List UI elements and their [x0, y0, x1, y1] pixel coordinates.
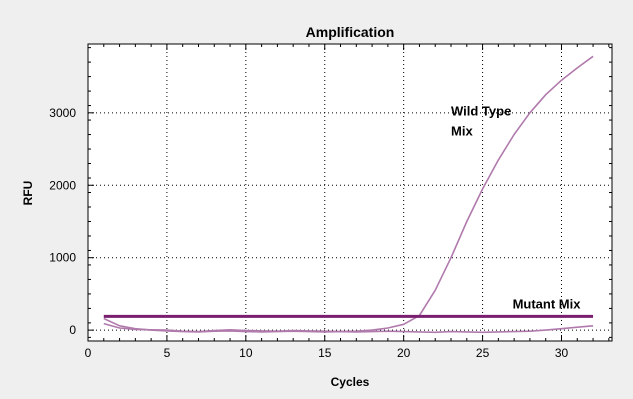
y-axis-label: RFU [21, 181, 35, 206]
x-tick-label: 15 [318, 346, 332, 360]
mutant-label: Mutant Mix [513, 296, 582, 311]
x-tick-label: 10 [239, 346, 253, 360]
grid [88, 44, 612, 341]
series-lines [103, 55, 594, 334]
y-tick-label: 1000 [49, 251, 76, 265]
x-tick-label: 20 [397, 346, 411, 360]
wild-type-label: Wild Type Mix [451, 104, 511, 139]
axis-ticks: 0 5 10 15 20 25 30 0 1000 2000 3000 [49, 44, 612, 360]
plot-area [87, 43, 613, 342]
x-tick-label: 0 [85, 346, 92, 360]
chart-title: Amplification [306, 24, 395, 40]
y-tick-label: 2000 [49, 178, 76, 192]
y-tick-label: 0 [69, 323, 76, 337]
x-axis-label: Cycles [331, 375, 370, 389]
y-tick-label: 3000 [49, 106, 76, 120]
x-tick-label: 30 [555, 346, 569, 360]
x-tick-label: 25 [476, 346, 490, 360]
series-labels: Wild Type Mix Mutant Mix [451, 104, 581, 312]
mutant-curve [103, 317, 594, 334]
x-tick-label: 5 [164, 346, 171, 360]
